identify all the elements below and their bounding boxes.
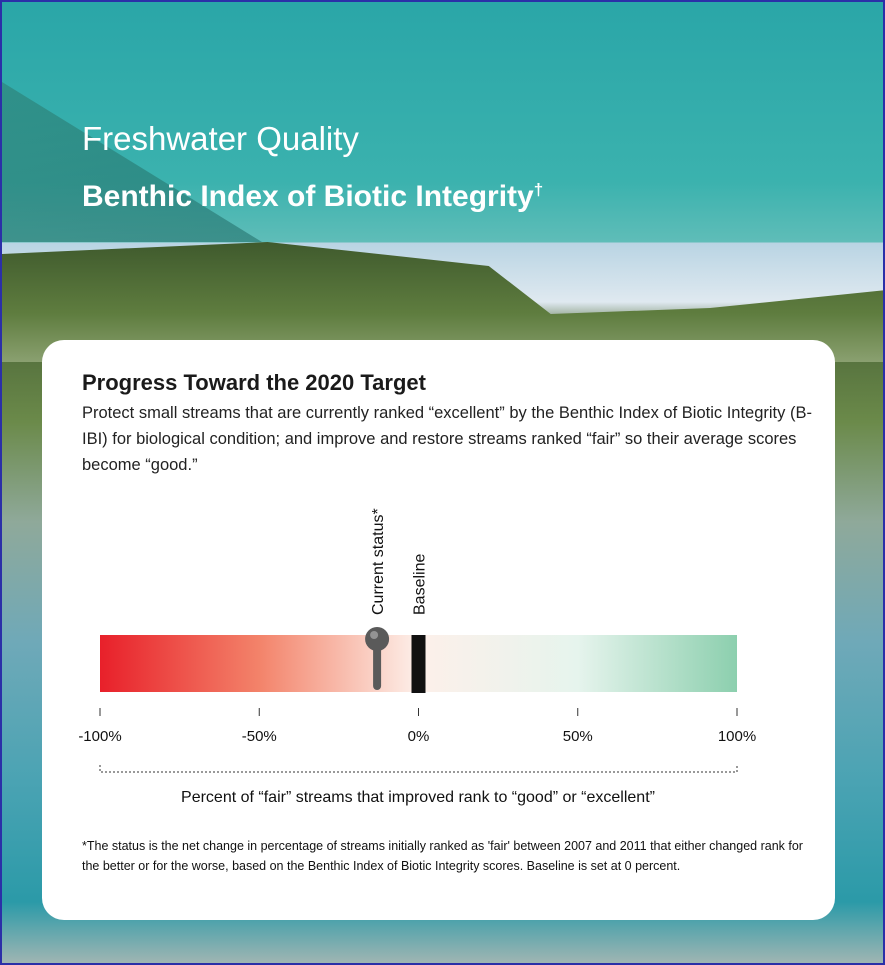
subtitle-mark: †	[534, 180, 543, 199]
pin-head	[365, 627, 389, 651]
subtitle-text: Benthic Index of Biotic Integrity	[82, 180, 534, 213]
footnote: *The status is the net change in percent…	[82, 836, 822, 876]
card: Progress Toward the 2020 Target Protect …	[42, 340, 835, 920]
page-title: Freshwater Quality	[82, 120, 359, 158]
axis-bracket	[100, 765, 737, 772]
x-tick-label: -100%	[78, 728, 121, 745]
marker-label: Current status*	[370, 508, 387, 615]
chart: Percent of “fair” streams that improved …	[42, 340, 835, 920]
background: Freshwater Quality Benthic Index of Biot…	[0, 0, 885, 965]
x-axis-label: Percent of “fair” streams that improved …	[181, 789, 655, 806]
marker	[412, 635, 426, 693]
x-tick-label: 50%	[563, 728, 593, 745]
mountain	[2, 82, 262, 242]
marker-label: Baseline	[412, 554, 429, 615]
x-tick-label: 0%	[408, 728, 430, 745]
baseline-bar	[412, 635, 426, 693]
x-tick-label: -50%	[242, 728, 277, 745]
x-tick-label: 100%	[718, 728, 756, 745]
pin-highlight	[370, 631, 378, 639]
page: {"header": {"title": "Freshwater Quality…	[0, 0, 885, 965]
page-subtitle: Benthic Index of Biotic Integrity†	[82, 180, 543, 214]
